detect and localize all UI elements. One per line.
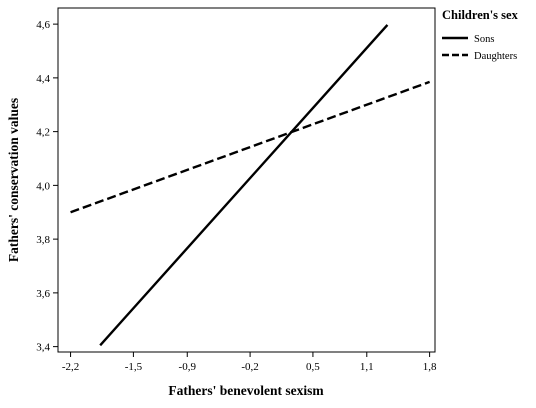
legend: Children's sex Sons Daughters <box>442 8 519 62</box>
y-tick-label: 4,2 <box>36 127 50 139</box>
series-lines <box>70 24 431 347</box>
plot-frame <box>57 7 436 353</box>
y-tick-label: 4,6 <box>36 19 50 31</box>
x-tick-label: -0,9 <box>179 361 197 373</box>
y-axis-ticks: 3,4 3,6 3,8 4,0 4,2 4,4 4,6 <box>36 19 58 354</box>
series-line-daughters <box>70 80 431 214</box>
x-tick-label: -1,5 <box>125 361 143 373</box>
x-tick-label: 1,8 <box>423 361 437 373</box>
x-axis-title: Fathers' benevolent sexism <box>168 383 324 398</box>
x-tick-label: 1,1 <box>360 361 374 373</box>
x-tick-label: 0,5 <box>306 361 320 373</box>
y-axis-title: Fathers' conservation values <box>6 98 21 262</box>
y-tick-label: 4,4 <box>36 73 50 85</box>
x-axis-ticks: -2,2 -1,5 -0,9 -0,2 0,5 1,1 1,8 <box>62 352 437 373</box>
series-line-sons <box>99 24 389 347</box>
x-tick-label: -2,2 <box>62 361 79 373</box>
legend-items: Sons Daughters <box>442 34 517 62</box>
y-tick-label: 3,8 <box>36 234 50 246</box>
y-tick-label: 3,6 <box>36 288 50 300</box>
legend-title: Children's sex <box>442 8 519 22</box>
y-tick-label: 3,4 <box>36 342 50 354</box>
legend-label-daughters: Daughters <box>474 51 517 62</box>
x-tick-label: -0,2 <box>241 361 258 373</box>
y-tick-label: 4,0 <box>36 180 50 192</box>
legend-label-sons: Sons <box>474 34 494 45</box>
